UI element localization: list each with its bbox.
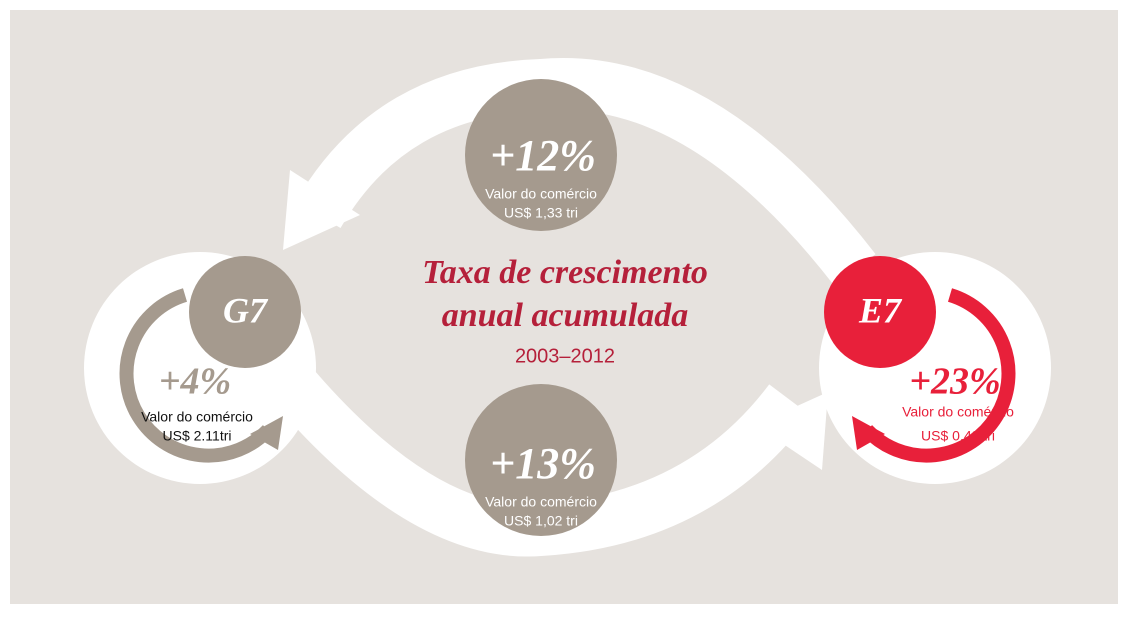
group-amount: US$ 2.11tri (163, 428, 232, 444)
flow-value: +13% (490, 439, 596, 488)
period: 2003–2012 (515, 345, 615, 367)
group-name: G7 (223, 290, 269, 330)
arrowhead (283, 170, 360, 250)
group-value: +4% (159, 361, 231, 403)
group-amount: US$ 0,42 tri (921, 428, 995, 444)
group-value: +23% (909, 361, 1000, 403)
group-badge (824, 256, 936, 368)
flow-amount: US$ 1,33 tri (504, 205, 578, 221)
arrowhead (852, 416, 885, 450)
title: Taxa de crescimento (422, 254, 708, 291)
title: anual acumulada (442, 297, 689, 334)
flow-label: Valor do comércio (485, 494, 597, 510)
group-label: Valor do comércio (141, 409, 253, 425)
group-badge (189, 256, 301, 368)
flow-circle (465, 384, 617, 536)
group-arc (119, 288, 274, 463)
arrowhead (755, 392, 828, 470)
flow-label: Valor do comércio (485, 186, 597, 202)
group-label: Valor do comércio (902, 404, 1014, 420)
group-name: E7 (858, 290, 903, 330)
flow-amount: US$ 1,02 tri (504, 513, 578, 529)
arrowhead (250, 416, 283, 450)
flow-circle (465, 79, 617, 231)
group-arc (861, 288, 1016, 463)
flow-value: +12% (490, 131, 596, 180)
